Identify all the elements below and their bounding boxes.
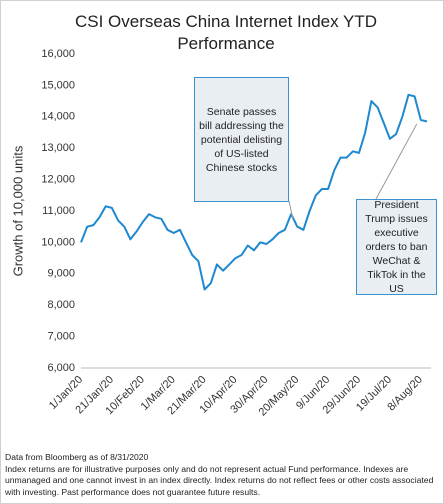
- y-tick-label: 6,000: [47, 362, 75, 374]
- y-tick-label: 12,000: [41, 174, 75, 186]
- y-tick-label: 13,000: [41, 142, 75, 154]
- y-tick-label: 10,000: [41, 236, 75, 248]
- y-tick-label: 11,000: [42, 205, 75, 217]
- footnote: Data from Bloomberg as of 8/31/2020: [5, 452, 149, 462]
- leader-line: [288, 200, 294, 221]
- footnotes: Data from Bloomberg as of 8/31/2020 Inde…: [5, 452, 441, 498]
- y-tick-label: 9,000: [47, 268, 75, 280]
- y-tick-label: 16,000: [41, 48, 75, 60]
- leader-line: [375, 123, 418, 200]
- footnote: Index returns are for illustrative purpo…: [5, 463, 434, 497]
- y-tick-label: 7,000: [47, 331, 75, 343]
- y-axis-label: Growth of 10,000 units: [10, 145, 25, 276]
- y-tick-label: 15,000: [41, 79, 75, 91]
- annotation: President Trump issues executive orders …: [356, 199, 437, 295]
- y-tick-label: 8,000: [47, 299, 75, 311]
- chart-title: CSI Overseas China Internet Index YTD Pe…: [74, 12, 378, 53]
- line-series: [80, 93, 428, 291]
- annotation: Senate passes bill addressing the potent…: [194, 77, 289, 202]
- y-tick-label: 14,000: [41, 111, 75, 123]
